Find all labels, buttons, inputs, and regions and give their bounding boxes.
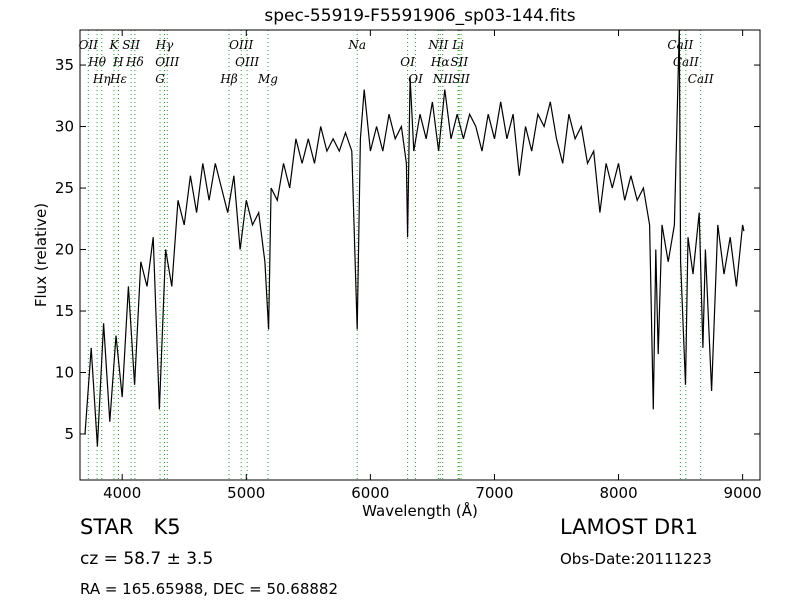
line-label: SII [450,55,468,69]
line-label: G [155,72,165,86]
line-label: OIII [155,55,179,69]
y-tick-label: 5 [64,425,74,443]
coordinates: RA = 165.65988, DEC = 50.68882 [80,580,338,598]
line-label: Mg [257,72,278,86]
y-tick-label: 30 [55,118,74,136]
redshift: cz = 58.7 ± 3.5 [80,549,213,569]
y-axis-label: Flux (relative) [32,203,50,307]
line-label: Li [451,38,464,52]
x-tick-label: 9000 [724,484,762,502]
y-tick-label: 35 [55,56,74,74]
x-tick-label: 8000 [599,484,637,502]
line-label: OI [400,55,415,69]
line-label: Hδ [125,55,144,69]
x-axis-label: Wavelength (Å) [362,501,478,520]
line-label: K [109,38,120,52]
obs-date: Obs-Date:20111223 [560,550,712,568]
line-label: NII [427,38,448,52]
x-tick-label: 6000 [351,484,389,502]
line-label: Hθ [87,55,106,69]
plot-frame [79,29,761,481]
line-label: H [112,55,124,69]
survey: LAMOST DR1 [560,515,698,539]
line-label: OI [408,72,423,86]
line-label: Hβ [219,72,237,86]
line-label: Hγ [155,38,174,52]
line-label: OII [79,38,99,52]
x-tick-label: 7000 [475,484,513,502]
line-label: SII [122,38,140,52]
object-class: STAR K5 [80,515,181,539]
line-label: NII [432,72,453,86]
x-tick-label: 4000 [103,484,141,502]
x-tick-label: 5000 [227,484,265,502]
y-tick-label: 25 [55,179,74,197]
line-label: Hα [430,55,450,69]
line-label: SII [452,72,470,86]
line-label: CaII [688,72,714,86]
line-label: CaII [667,38,693,52]
line-label: Hη [92,72,111,86]
line-label: OIII [229,38,253,52]
line-label: Hε [109,72,127,86]
line-label: CaII [673,55,699,69]
line-label: Na [347,38,366,52]
plot-area [84,30,745,480]
y-tick-label: 20 [55,241,74,259]
y-tick-label: 15 [55,302,74,320]
spectrum-line [84,30,745,447]
y-tick-label: 10 [55,364,74,382]
chart-title: spec-55919-F5591906_sp03-144.fits [264,6,575,26]
line-label: OIII [235,55,259,69]
